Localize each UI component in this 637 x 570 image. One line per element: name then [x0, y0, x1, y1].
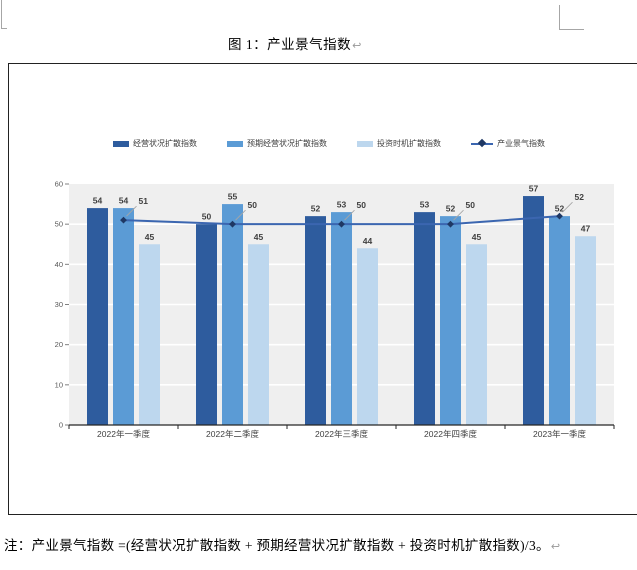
bar-series-2: [331, 212, 352, 425]
x-axis-category-label: 2023年一季度: [533, 429, 586, 439]
line-marker-icon: [229, 220, 236, 228]
bar-value-label: 45: [472, 232, 482, 242]
text-boundary-mark-top-right-icon: [559, 5, 584, 30]
y-axis-tick-label: 30: [55, 300, 63, 309]
bar-value-label: 45: [254, 232, 264, 242]
y-axis-tick-label: 0: [59, 421, 63, 430]
legend-label: 投资时机扩散指数: [377, 139, 441, 148]
text-boundary-mark-top-left-icon: [1, 0, 7, 29]
line-value-label: 52: [575, 192, 585, 202]
y-axis-tick-label: 60: [55, 180, 63, 189]
leader-line: [126, 205, 137, 217]
figure-title-text: 图 1：产业景气指数: [228, 37, 352, 52]
chart-plot-area: 0 10 20 30 40 50 60 2022年一季度 2022年二季度 2022年三季度 202…: [55, 180, 615, 439]
x-axis-category-label: 2022年三季度: [315, 429, 368, 439]
footnote-text: 注：产业景气指数 =(经营状况扩散指数 + 预期经营状况扩散指数 + 投资时机扩…: [4, 538, 550, 553]
legend-item: 预期经营状况扩散指数: [227, 138, 327, 149]
leader-line: [453, 209, 464, 221]
line-marker-icon: [447, 220, 454, 228]
legend-item: 产业景气指数: [471, 138, 545, 149]
legend-label: 经营状况扩散指数: [133, 139, 197, 148]
line-marker-icon: [556, 212, 563, 220]
legend-bar-swatch-icon: [113, 140, 129, 147]
legend-line-swatch-icon: [471, 138, 493, 148]
legend-label: 产业景气指数: [497, 139, 545, 148]
leader-line: [562, 201, 573, 213]
legend-item: 经营状况扩散指数: [113, 138, 197, 149]
bar-series-1: [414, 212, 435, 425]
bar-series-2: [549, 216, 570, 425]
bar-value-label: 53: [420, 200, 430, 210]
legend-label: 预期经营状况扩散指数: [247, 139, 327, 148]
bar-value-label: 53: [337, 200, 347, 210]
bar-value-label: 52: [446, 204, 456, 214]
bar-value-label: 44: [363, 236, 373, 246]
line-value-label: 50: [357, 200, 367, 210]
bar-value-label: 57: [529, 184, 539, 194]
bar-series-1: [87, 208, 108, 425]
bar-series-2: [222, 204, 243, 425]
leader-line: [235, 209, 246, 221]
bar-series-1: [305, 216, 326, 425]
legend-bar-swatch-icon: [227, 140, 243, 147]
bar-series-3: [139, 244, 160, 425]
line-marker-icon: [338, 220, 345, 228]
line-marker-icon: [120, 216, 127, 224]
bar-value-label: 54: [93, 196, 103, 206]
x-axis-category-label: 2022年四季度: [424, 429, 477, 439]
paragraph-mark-icon: ↩: [352, 39, 362, 52]
y-axis-tick-label: 40: [55, 260, 63, 269]
y-axis-tick-label: 20: [55, 340, 63, 349]
line-value-label: 50: [248, 200, 258, 210]
bar-series-2: [113, 208, 134, 425]
figure-title: 图 1：产业景气指数↩: [228, 33, 362, 53]
chart-legend: 经营状况扩散指数 预期经营状况扩散指数 投资时机扩散指数 产业景气指数: [113, 138, 545, 149]
line-value-label: 51: [139, 196, 149, 206]
footnote: 注：产业景气指数 =(经营状况扩散指数 + 预期经营状况扩散指数 + 投资时机扩…: [4, 534, 560, 554]
bar-value-label: 45: [145, 232, 155, 242]
chart-frame[interactable]: 经营状况扩散指数 预期经营状况扩散指数 投资时机扩散指数 产业景气指数 0 10 20 30…: [8, 63, 637, 515]
y-axis-tick-label: 50: [55, 220, 63, 229]
bar-value-label: 54: [119, 196, 129, 206]
bar-value-label: 52: [311, 204, 321, 214]
bar-value-label: 55: [228, 192, 238, 202]
bar-series-3: [466, 244, 487, 425]
bar-value-label: 52: [555, 204, 565, 214]
leader-line: [344, 209, 355, 221]
bar-value-label: 47: [581, 224, 591, 234]
y-axis-tick-label: 10: [55, 380, 63, 389]
bar-series-3: [575, 236, 596, 425]
line-value-label: 50: [466, 200, 476, 210]
bar-series-2: [440, 216, 461, 425]
bar-series-3: [248, 244, 269, 425]
bar-series-1: [196, 224, 217, 425]
x-axis-category-label: 2022年一季度: [97, 429, 150, 439]
x-axis-category-label: 2022年二季度: [206, 429, 259, 439]
bar-series-1: [523, 196, 544, 425]
legend-bar-swatch-icon: [357, 140, 373, 147]
bar-series-3: [357, 248, 378, 425]
legend-item: 投资时机扩散指数: [357, 138, 441, 149]
bar-value-label: 50: [202, 212, 212, 222]
paragraph-mark-icon: ↩: [550, 540, 561, 553]
